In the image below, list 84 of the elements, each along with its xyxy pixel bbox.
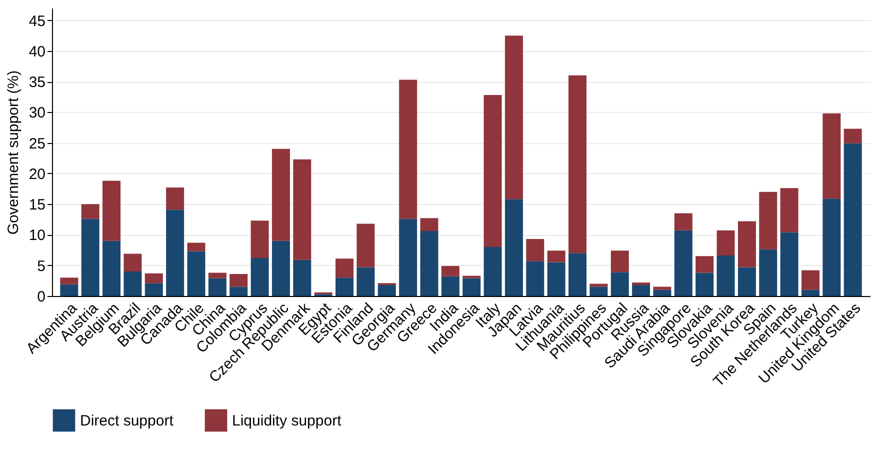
y-tick-label: 0 [37, 288, 46, 306]
bar [738, 221, 756, 268]
bar [610, 272, 629, 296]
bar [144, 283, 163, 296]
bar [230, 274, 248, 287]
bar [187, 242, 206, 252]
bar [102, 180, 121, 241]
bar [462, 278, 481, 296]
bar [590, 284, 608, 287]
bar [60, 278, 78, 284]
bar [81, 218, 100, 296]
bar [378, 284, 396, 296]
bar [632, 284, 650, 296]
bar [674, 213, 692, 230]
bar [336, 258, 354, 278]
bar [356, 267, 375, 296]
bar [420, 218, 438, 232]
y-tick-label: 30 [28, 104, 46, 122]
bar [844, 143, 862, 296]
y-axis-title: Government support (%) [4, 70, 22, 235]
bar [716, 230, 735, 256]
legend-label: Liquidity support [232, 412, 342, 430]
bar [759, 249, 778, 296]
bar [81, 204, 100, 219]
bar [696, 256, 714, 273]
bar [526, 239, 544, 262]
bar [293, 159, 312, 260]
y-tick-label: 15 [28, 196, 46, 214]
y-tick-label: 5 [37, 258, 46, 275]
y-tick-label: 20 [28, 166, 46, 183]
bar [441, 266, 460, 276]
bar [144, 273, 163, 284]
bar [166, 210, 184, 296]
bar [124, 254, 142, 272]
bar [526, 261, 544, 296]
bar [187, 251, 206, 296]
bar [441, 276, 460, 296]
bar [208, 272, 226, 278]
bar [716, 256, 735, 296]
bar [504, 199, 523, 296]
bar [653, 286, 672, 290]
bar [208, 278, 226, 296]
bar [293, 260, 312, 296]
bar [272, 148, 290, 241]
bar [399, 218, 418, 296]
bar [568, 253, 586, 296]
bar [504, 36, 523, 200]
bar [822, 198, 841, 296]
bar [653, 290, 672, 296]
bar [696, 272, 714, 296]
y-tick-label: 10 [28, 227, 46, 244]
bar [272, 240, 290, 296]
bar [780, 188, 798, 232]
y-tick-label: 35 [28, 74, 46, 92]
bar [801, 290, 820, 296]
bar [399, 80, 418, 219]
bar [590, 286, 608, 296]
bar [822, 113, 841, 199]
bar [801, 270, 820, 290]
bar [844, 128, 862, 144]
bar [759, 192, 778, 250]
bar [547, 250, 566, 262]
bar [102, 240, 121, 296]
bar [420, 231, 438, 296]
bar [230, 286, 248, 296]
bar [738, 267, 756, 296]
y-tick-label: 40 [28, 43, 46, 60]
bar [484, 246, 502, 296]
bar [250, 258, 269, 296]
legend-label: Direct support [80, 412, 174, 430]
bar [547, 262, 566, 296]
bar [166, 188, 184, 210]
bar [124, 271, 142, 296]
bar [484, 95, 502, 247]
y-tick-label: 25 [28, 135, 46, 152]
bar [356, 224, 375, 268]
bar [60, 284, 78, 296]
bar [336, 278, 354, 296]
bar [610, 250, 629, 272]
bar [250, 220, 269, 258]
bar [674, 230, 692, 296]
y-tick-label: 45 [28, 12, 46, 30]
bar [568, 75, 586, 254]
bar [780, 232, 798, 296]
